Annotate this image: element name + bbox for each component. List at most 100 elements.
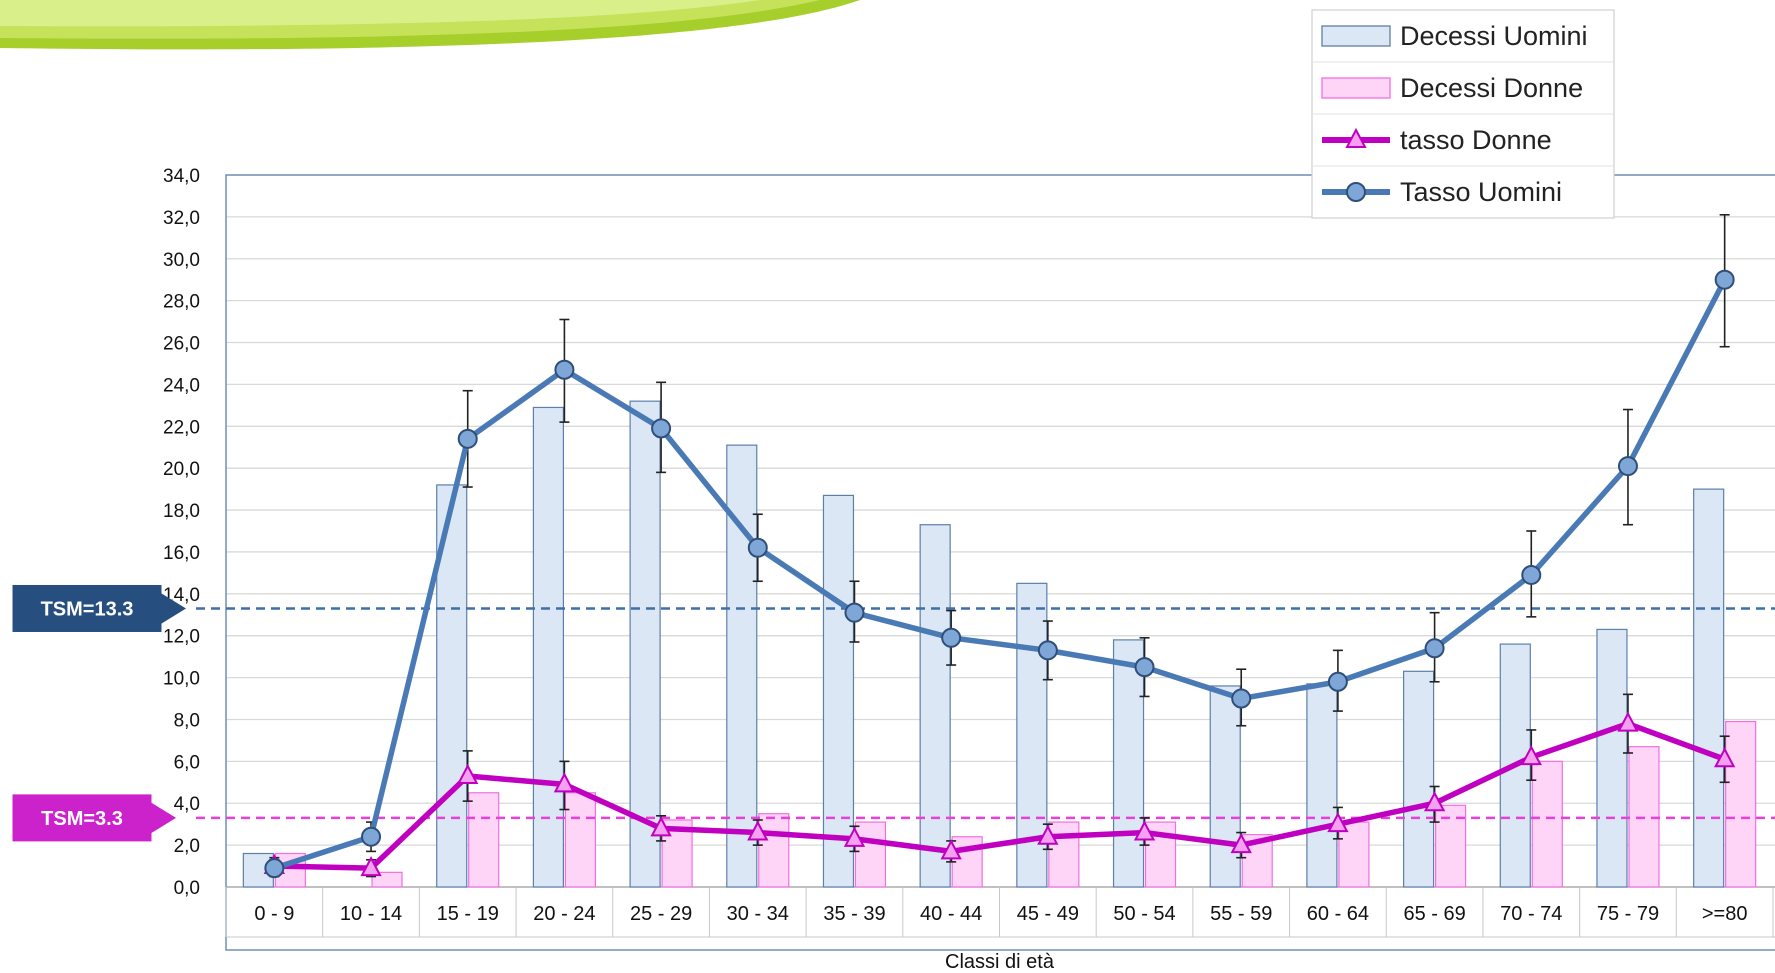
x-tick-label: 50 - 54 [1113, 903, 1175, 925]
bar-decessi-uomini [1402, 670, 1435, 888]
bar-decessi-uomini [822, 494, 855, 888]
point-tasso-donne [553, 772, 576, 793]
point-tasso-uomini [1521, 564, 1542, 585]
y-tick-label: 0,0 [174, 878, 200, 899]
y-tick-label: 34,0 [163, 166, 200, 187]
point-tasso-donne [360, 856, 382, 877]
reference-lines: TSM=13.3 TSM=3.3 [11, 583, 1775, 843]
bar-decessi-uomini [532, 406, 565, 888]
bar-decessi-donne [1048, 821, 1080, 888]
reference-label: TSM=13.3 [41, 598, 134, 620]
y-tick-label: 26,0 [163, 334, 200, 355]
x-tick-label: 55 - 59 [1210, 903, 1272, 925]
bar-decessi-uomini [1306, 683, 1338, 888]
bar-decessi-donne [564, 792, 597, 888]
y-tick-label: 18,0 [163, 501, 200, 522]
y-tick-label: 22,0 [163, 417, 200, 438]
bar-decessi-donne [1725, 720, 1757, 888]
legend-label: Tasso Uomini [1400, 177, 1562, 207]
point-tasso-uomini [1037, 640, 1058, 661]
bar-decessi-uomini [1596, 628, 1628, 888]
y-tick-label: 2,0 [174, 836, 200, 857]
point-tasso-uomini [1134, 657, 1155, 678]
legend-swatch [1321, 25, 1391, 47]
y-tick-label: 24,0 [163, 375, 200, 396]
point-tasso-donne [747, 820, 769, 841]
x-axis-title: Classi di età [945, 951, 1055, 973]
line-series [263, 213, 1736, 879]
point-tasso-uomini [361, 826, 382, 847]
x-tick-label: 45 - 49 [1017, 903, 1079, 925]
reference-badge [11, 583, 163, 633]
legend-swatch [1321, 77, 1391, 99]
bar-decessi-uomini [1693, 488, 1725, 888]
point-tasso-donne [843, 826, 866, 847]
point-tasso-uomini [844, 602, 865, 623]
bar-decessi-uomini [629, 400, 661, 888]
point-tasso-donne [1617, 711, 1639, 732]
line-tasso-uomini [273, 278, 1728, 871]
point-tasso-donne [457, 763, 479, 785]
x-tick-label: 15 - 19 [437, 903, 499, 925]
x-tick-label: 40 - 44 [920, 903, 982, 925]
bar-decessi-donne [1531, 760, 1563, 888]
point-tasso-donne [1713, 747, 1736, 768]
x-tick-label: 60 - 64 [1307, 903, 1369, 925]
point-tasso-donne [1037, 824, 1059, 845]
y-tick-label: 10,0 [163, 669, 200, 690]
x-tick-label: 35 - 39 [823, 903, 885, 925]
x-tick-label: 20 - 24 [533, 903, 595, 925]
legend-label: tasso Donne [1400, 125, 1552, 155]
x-tick-label: 70 - 74 [1500, 903, 1562, 925]
point-tasso-uomini [554, 359, 575, 380]
point-tasso-donne [1133, 820, 1156, 841]
bar-decessi-uomini [1209, 685, 1241, 888]
point-tasso-uomini [264, 858, 285, 879]
y-axis: 0,02,04,06,08,010,012,014,016,018,020,02… [163, 166, 200, 899]
x-tick-label: 30 - 34 [727, 903, 789, 925]
legend-label: Decessi Donne [1400, 73, 1583, 103]
plot-area-frame [225, 174, 1775, 951]
y-tick-label: 4,0 [174, 794, 200, 815]
x-tick-label: >=80 [1702, 903, 1748, 925]
point-tasso-donne [940, 839, 962, 860]
y-tick-label: 6,0 [174, 752, 200, 773]
x-tick-label: 10 - 14 [340, 903, 402, 925]
y-tick-label: 12,0 [163, 627, 200, 648]
point-tasso-donne [1327, 812, 1349, 833]
point-tasso-uomini [651, 418, 672, 439]
bar-decessi-donne [854, 821, 887, 888]
reference-arrow [150, 801, 176, 834]
legend: Decessi Uomini Decessi Donne tasso Donne Ta… [1311, 9, 1615, 219]
legend-marker [1345, 127, 1367, 148]
reference-label: TSM=3.3 [41, 808, 123, 830]
x-axis-category-table: 0 - 9 10 - 14 15 - 19 20 - 24 25 - 29 30 - 34… [225, 886, 1775, 938]
point-tasso-donne [1423, 791, 1446, 812]
point-tasso-donne [650, 816, 672, 837]
point-tasso-donne [1520, 745, 1542, 766]
x-tick-label: 0 - 9 [254, 903, 294, 925]
x-tick-label: 75 - 79 [1597, 903, 1659, 925]
reference-arrow [160, 592, 186, 625]
bar-decessi-donne [468, 792, 500, 888]
x-tick-label: 25 - 29 [630, 903, 692, 925]
bar-decessi-donne [758, 813, 790, 888]
point-tasso-uomini [941, 627, 962, 648]
y-tick-label: 30,0 [163, 250, 200, 271]
bar-decessi-donne [951, 836, 983, 888]
bar-decessi-uomini [1112, 639, 1145, 888]
point-tasso-uomini [1424, 638, 1445, 659]
reference-badge [11, 793, 153, 843]
legend-label: Decessi Uomini [1400, 21, 1588, 51]
point-tasso-uomini [1327, 671, 1348, 692]
x-tick-label: 65 - 69 [1403, 903, 1465, 925]
bar-decessi-donne [1338, 821, 1370, 888]
bar-decessi-uomini [919, 524, 951, 888]
point-tasso-uomini [1714, 269, 1735, 290]
point-tasso-uomini [1617, 456, 1638, 477]
point-tasso-uomini [1231, 688, 1252, 709]
y-tick-label: 8,0 [174, 710, 200, 731]
y-tick-label: 16,0 [163, 543, 200, 564]
legend-marker [1346, 182, 1366, 202]
